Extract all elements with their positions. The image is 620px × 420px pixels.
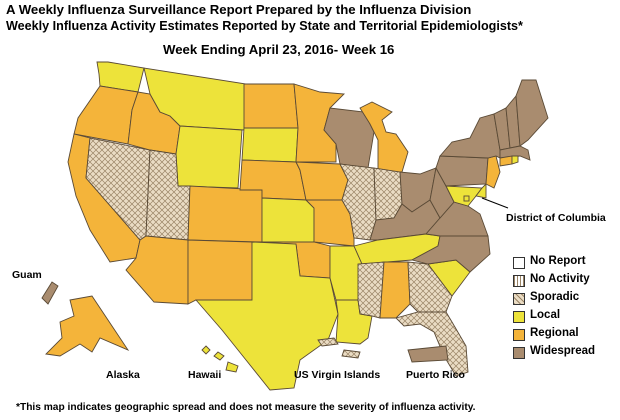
legend-label-no-report: No Report: [530, 255, 586, 267]
legend-label-regional: Regional: [530, 327, 579, 339]
state-HI: [201, 345, 211, 355]
label-district-of-columbia: District of Columbia: [506, 212, 606, 224]
label-guam: Guam: [12, 269, 42, 281]
state-ND: [243, 83, 299, 129]
label-usvi: US Virgin Islands: [294, 369, 381, 381]
state-MS: [357, 261, 385, 319]
state-DE: [475, 182, 487, 199]
state-HI3: [225, 361, 239, 373]
week-label: Week Ending April 23, 2016- Week 16: [163, 42, 395, 57]
state-NJ: [485, 155, 501, 189]
state-AL: [379, 261, 411, 319]
swatch-local: [513, 311, 525, 323]
state-KS: [261, 197, 315, 243]
swatch-regional: [513, 329, 525, 341]
state-AK: [45, 295, 130, 357]
state-PR: [407, 345, 449, 363]
state-GU: [41, 281, 59, 305]
footnote: *This map indicates geographic spread an…: [16, 402, 476, 413]
state-CO: [187, 185, 263, 243]
state-MI: [359, 101, 409, 173]
swatch-widespread: [513, 347, 525, 359]
state-NM: [187, 239, 253, 305]
state-CT: [499, 155, 513, 167]
swatch-no-report: [513, 257, 525, 269]
legend-label-local: Local: [530, 309, 561, 321]
state-NY: [439, 113, 501, 159]
report-title: A Weekly Influenza Surveillance Report P…: [6, 2, 472, 17]
label-puerto-rico: Puerto Rico: [406, 369, 465, 381]
state-WY: [175, 125, 243, 189]
label-alaska: Alaska: [106, 369, 140, 381]
state-SD: [241, 127, 299, 163]
state-VI: [317, 337, 339, 347]
report-subtitle: Weekly Influenza Activity Estimates Repo…: [6, 19, 523, 33]
state-DC: [463, 195, 470, 202]
state-HI2: [213, 351, 225, 361]
legend-label-no-activity: No Activity: [530, 273, 590, 285]
state-TX: [195, 241, 339, 391]
dc-pointer-line: [481, 197, 509, 209]
legend-label-sporadic: Sporadic: [530, 291, 580, 303]
state-RI: [511, 155, 519, 165]
state-NC: [410, 235, 491, 273]
swatch-no-activity: [513, 275, 525, 287]
label-hawaii: Hawaii: [188, 369, 222, 381]
state-FL: [395, 311, 469, 377]
swatch-sporadic: [513, 293, 525, 305]
state-VI2: [341, 349, 361, 359]
state-PA: [435, 155, 489, 187]
state-ME: [515, 79, 549, 147]
legend-label-widespread: Widespread: [530, 345, 596, 357]
state-OR: [73, 85, 139, 145]
